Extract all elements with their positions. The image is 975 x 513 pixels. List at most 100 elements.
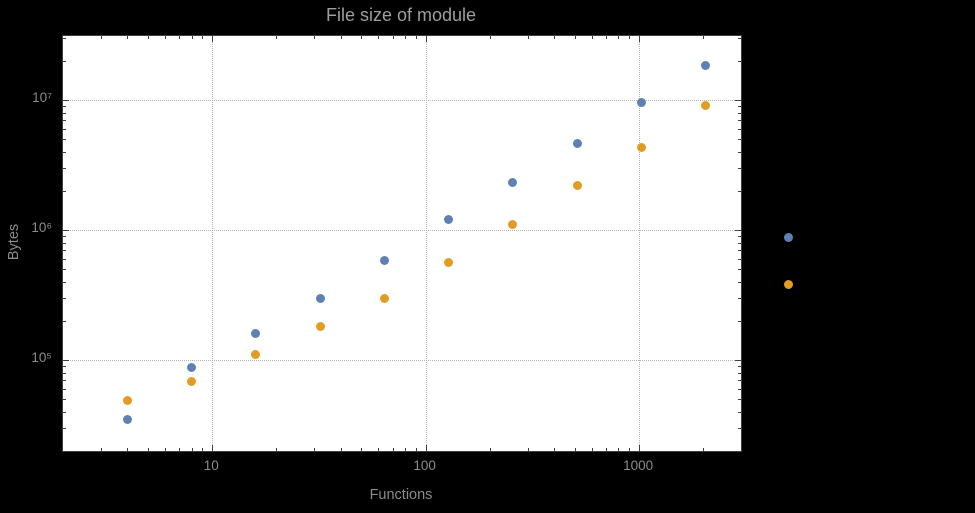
tick-mark xyxy=(618,36,620,39)
tick-mark xyxy=(738,399,741,401)
tick-mark xyxy=(489,448,491,451)
tick-mark xyxy=(738,372,741,374)
tick-mark xyxy=(574,36,576,39)
tick-mark xyxy=(738,281,741,283)
data-point-blue xyxy=(572,139,582,149)
data-point-orange xyxy=(251,350,261,360)
tick-mark xyxy=(147,36,149,39)
y-tick-label: 10⁵ xyxy=(31,350,52,366)
tick-mark xyxy=(606,448,608,451)
tick-mark xyxy=(425,445,427,451)
data-point-blue xyxy=(444,215,454,225)
tick-mark xyxy=(63,37,66,39)
tick-mark xyxy=(361,36,363,39)
tick-mark xyxy=(63,105,66,107)
tick-mark xyxy=(415,36,417,39)
tick-mark xyxy=(63,128,66,130)
tick-mark xyxy=(554,448,556,451)
tick-mark xyxy=(404,36,406,39)
tick-mark xyxy=(738,167,741,169)
data-point-blue xyxy=(122,414,132,424)
data-point-orange xyxy=(315,322,325,332)
tick-mark xyxy=(738,190,741,192)
gridline-horizontal xyxy=(63,229,741,231)
x-tick-label: 10 xyxy=(203,458,219,473)
tick-mark xyxy=(340,448,342,451)
gridline-horizontal xyxy=(63,360,741,362)
tick-mark xyxy=(629,448,631,451)
tick-mark xyxy=(63,139,66,141)
tick-mark xyxy=(738,37,741,39)
tick-mark xyxy=(164,36,166,39)
data-point-blue xyxy=(315,293,325,303)
chart-title: File size of module xyxy=(325,5,477,25)
tick-mark xyxy=(63,167,66,169)
tick-mark xyxy=(527,36,529,39)
tick-mark xyxy=(378,36,380,39)
tick-mark xyxy=(63,120,66,122)
x-tick-label: 1000 xyxy=(623,458,654,473)
tick-mark xyxy=(738,298,741,299)
tick-mark xyxy=(738,269,741,271)
gridline-vertical xyxy=(212,36,214,451)
tick-mark xyxy=(404,448,406,451)
tick-mark xyxy=(164,448,166,451)
tick-mark xyxy=(361,448,363,451)
tick-mark xyxy=(63,380,66,382)
tick-mark xyxy=(738,388,741,390)
tick-mark xyxy=(738,151,741,153)
y-tick-label: 10⁷ xyxy=(32,89,52,105)
tick-mark xyxy=(314,36,316,39)
tick-mark xyxy=(340,36,342,39)
tick-mark xyxy=(738,112,741,114)
tick-mark xyxy=(63,242,66,244)
plot-area xyxy=(62,35,793,452)
tick-mark xyxy=(179,448,181,451)
x-axis-label: Functions xyxy=(369,487,433,503)
data-point-blue xyxy=(379,256,389,266)
tick-mark xyxy=(629,36,631,39)
tick-mark xyxy=(574,448,576,451)
data-point-orange xyxy=(444,258,454,268)
tick-mark xyxy=(63,366,66,368)
data-point-orange xyxy=(783,280,793,290)
tick-mark xyxy=(212,36,214,42)
tick-mark xyxy=(378,448,380,451)
tick-mark xyxy=(591,36,593,39)
data-point-orange xyxy=(122,395,132,405)
tick-mark xyxy=(738,258,741,260)
tick-mark xyxy=(276,448,278,451)
tick-mark xyxy=(738,428,741,430)
tick-mark xyxy=(63,190,66,192)
tick-mark xyxy=(738,242,741,244)
tick-mark xyxy=(147,448,149,451)
tick-mark xyxy=(738,366,741,368)
tick-mark xyxy=(63,99,69,101)
tick-mark xyxy=(738,250,741,252)
tick-mark xyxy=(63,250,66,252)
tick-mark xyxy=(738,60,741,62)
tick-mark xyxy=(127,36,129,39)
tick-mark xyxy=(63,229,69,231)
tick-mark xyxy=(127,448,129,451)
tick-mark xyxy=(554,36,556,39)
tick-mark xyxy=(63,320,66,322)
tick-mark xyxy=(392,448,394,451)
tick-mark xyxy=(63,428,66,430)
tick-mark xyxy=(179,36,181,39)
tick-mark xyxy=(618,448,620,451)
tick-mark xyxy=(703,448,705,451)
tick-mark xyxy=(639,445,641,451)
tick-mark xyxy=(735,360,741,362)
tick-mark xyxy=(314,448,316,451)
tick-mark xyxy=(738,320,741,322)
gridline-vertical xyxy=(639,36,641,451)
tick-mark xyxy=(415,448,417,451)
tick-mark xyxy=(606,36,608,39)
data-point-orange xyxy=(379,293,389,303)
tick-mark xyxy=(191,448,193,451)
tick-mark xyxy=(276,36,278,39)
tick-mark xyxy=(591,448,593,451)
tick-mark xyxy=(212,445,214,451)
